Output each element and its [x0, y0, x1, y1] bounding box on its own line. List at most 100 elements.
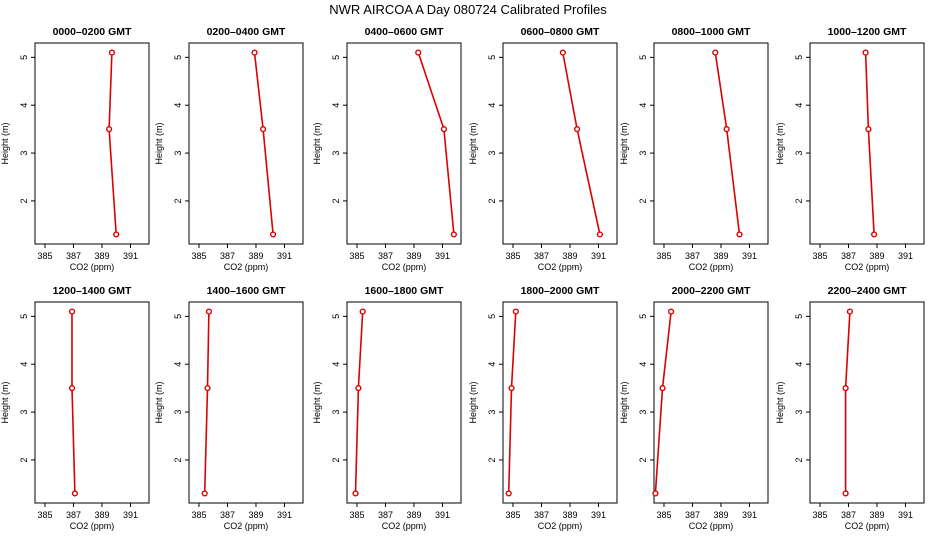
chart-panel-3: 0400–0600 GMT 385 387 389 391 2 3 4 5 CO2 (ppm) He…	[312, 26, 462, 272]
data-point	[352, 490, 359, 497]
chart-panel-12: 2200–2400 GMT 385 387 389 391 2 3 4 5 CO2 (ppm) He…	[775, 285, 925, 531]
x-tick-label: 389	[713, 251, 728, 261]
x-axis-label: CO2 (ppm)	[689, 262, 734, 272]
series-line	[354, 311, 364, 494]
x-tick-label: 389	[869, 251, 884, 261]
x-axis-label: CO2 (ppm)	[538, 262, 583, 272]
panel-title: 0200–0400 GMT	[207, 26, 286, 38]
panel-title: 0800–1000 GMT	[672, 26, 751, 38]
x-axis-label: CO2 (ppm)	[70, 521, 115, 531]
data-point	[71, 490, 79, 497]
x-tick-label: 391	[277, 251, 292, 261]
data-point	[842, 490, 849, 497]
series-line	[108, 52, 117, 235]
y-tick-label: 5	[173, 55, 183, 60]
plot-frame	[653, 301, 769, 504]
data-point	[260, 126, 267, 133]
plot-frame	[809, 301, 925, 504]
y-axis-label: Height (m)	[154, 122, 164, 164]
y-tick-label: 5	[638, 314, 648, 319]
series-line	[71, 311, 76, 494]
series-line	[417, 52, 455, 235]
panel-title: 0600–0800 GMT	[521, 26, 600, 38]
y-tick-label: 4	[487, 103, 497, 108]
x-tick-label: 385	[505, 510, 520, 520]
chart-panel-11: 2000–2200 GMT 385 387 389 391 2 3 4 5 CO2 (ppm) He…	[619, 285, 769, 531]
y-tick-label: 2	[331, 457, 341, 462]
x-tick-label: 389	[406, 510, 421, 520]
y-tick-label: 5	[331, 314, 341, 319]
data-point	[667, 308, 675, 315]
y-axis-label: Height (m)	[775, 122, 785, 164]
x-axis-label: CO2 (ppm)	[538, 521, 583, 531]
x-tick-label: 389	[406, 251, 421, 261]
y-tick-label: 5	[794, 314, 804, 319]
panel-title: 2000–2200 GMT	[672, 285, 751, 297]
data-point	[508, 385, 515, 392]
y-tick-label: 4	[638, 103, 648, 108]
y-tick-label: 2	[638, 198, 648, 203]
y-tick-label: 4	[638, 362, 648, 367]
y-tick-label: 3	[19, 410, 29, 415]
x-tick-label: 391	[435, 251, 450, 261]
y-axis-label: Height (m)	[0, 122, 10, 164]
series-line	[253, 52, 274, 235]
panel-grid: 0000–0200 GMT 385 387 389 391 2 3 4 5 CO2 (ppm) He…	[0, 26, 925, 531]
x-tick-label: 387	[841, 251, 856, 261]
panel-title: 0400–0600 GMT	[365, 26, 444, 38]
data-point	[652, 490, 659, 497]
plot-frame	[502, 42, 618, 245]
panel-title: 1400–1600 GMT	[207, 285, 286, 297]
y-axis-label: Height (m)	[0, 381, 10, 423]
y-tick-label: 2	[487, 198, 497, 203]
plot-frame	[809, 42, 925, 245]
plot-frame	[346, 301, 462, 504]
series-line	[562, 52, 601, 235]
y-tick-label: 5	[487, 55, 497, 60]
data-point	[573, 126, 581, 133]
x-tick-label: 387	[66, 251, 81, 261]
data-point	[736, 231, 743, 238]
x-tick-label: 385	[505, 251, 520, 261]
x-tick-label: 391	[591, 510, 606, 520]
data-point	[201, 490, 208, 497]
x-tick-label: 389	[248, 510, 263, 520]
x-axis-label: CO2 (ppm)	[224, 521, 269, 531]
data-point	[68, 308, 76, 315]
y-tick-label: 3	[638, 410, 648, 415]
y-tick-label: 2	[794, 198, 804, 203]
y-tick-label: 2	[19, 198, 29, 203]
data-point	[204, 385, 211, 392]
x-axis-label: CO2 (ppm)	[689, 521, 734, 531]
y-tick-label: 2	[487, 457, 497, 462]
plot-frame	[502, 301, 618, 504]
series-line	[203, 311, 210, 494]
data-point	[712, 49, 719, 56]
panel-title: 2200–2400 GMT	[828, 285, 907, 297]
y-tick-label: 3	[331, 410, 341, 415]
y-tick-label: 2	[19, 457, 29, 462]
x-tick-label: 385	[812, 510, 827, 520]
data-point	[450, 231, 457, 238]
x-tick-label: 387	[685, 251, 700, 261]
x-tick-label: 385	[349, 251, 364, 261]
y-axis-label: Height (m)	[619, 381, 629, 423]
y-tick-label: 4	[794, 103, 804, 108]
x-tick-label: 387	[220, 510, 235, 520]
y-tick-label: 5	[794, 55, 804, 60]
chart-panel-8: 1400–1600 GMT 385 387 389 391 2 3 4 5 CO2 (ppm) He…	[154, 285, 304, 531]
y-axis-label: Height (m)	[619, 122, 629, 164]
x-axis-label: CO2 (ppm)	[70, 262, 115, 272]
y-tick-label: 2	[331, 198, 341, 203]
x-tick-label: 387	[841, 510, 856, 520]
x-tick-label: 391	[742, 251, 757, 261]
x-tick-label: 385	[349, 510, 364, 520]
x-tick-label: 387	[685, 510, 700, 520]
x-tick-label: 391	[123, 510, 138, 520]
data-point	[113, 231, 120, 238]
chart-panel-9: 1600–1800 GMT 385 387 389 391 2 3 4 5 CO2 (ppm) He…	[312, 285, 462, 531]
panel-title: 1600–1800 GMT	[365, 285, 444, 297]
x-tick-label: 391	[742, 510, 757, 520]
x-tick-label: 389	[562, 510, 577, 520]
series-line	[714, 52, 741, 235]
